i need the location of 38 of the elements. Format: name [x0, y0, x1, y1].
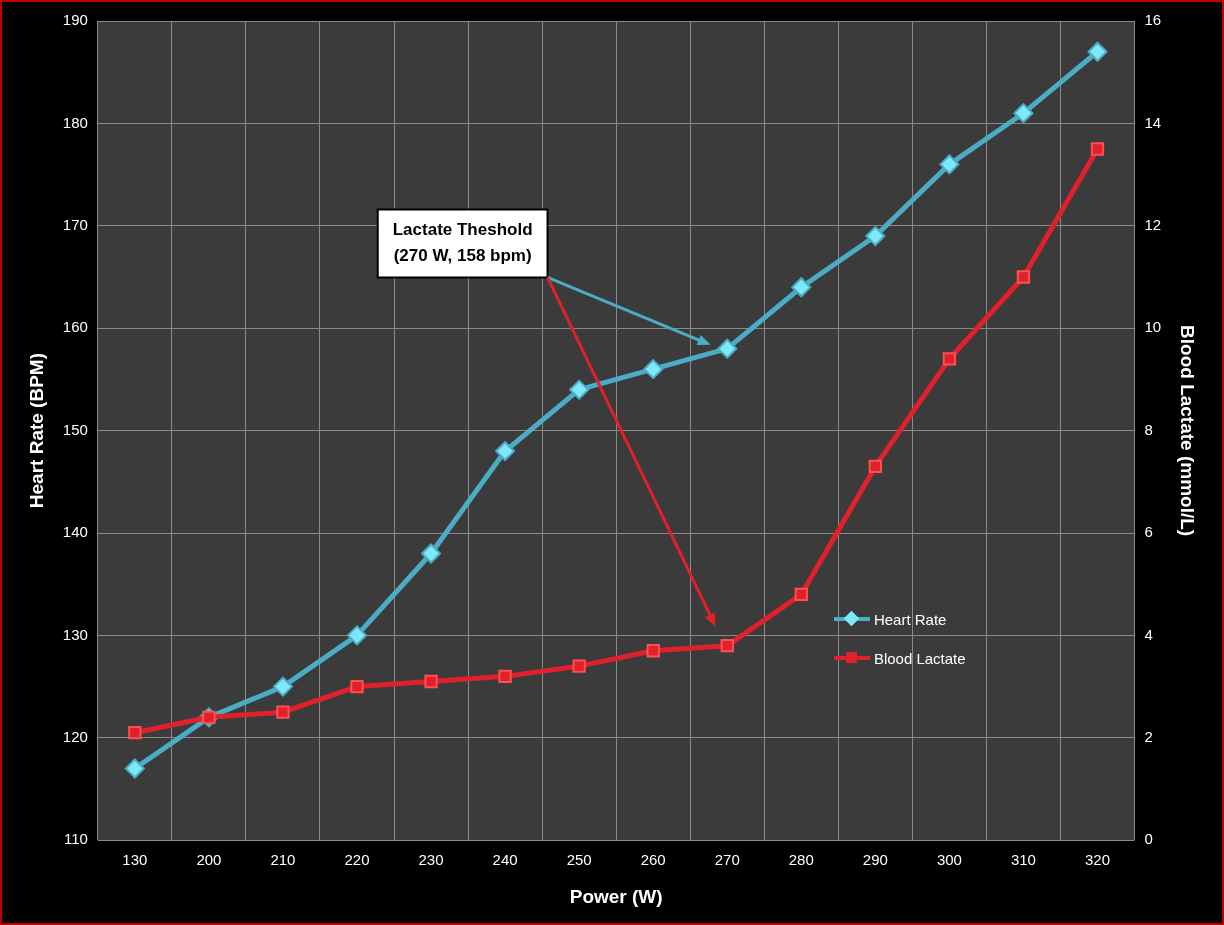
- y2-tick-label: 14: [1144, 113, 1162, 131]
- y-axis-title: Heart Rate (BPM): [25, 353, 47, 509]
- x-tick-label: 250: [566, 851, 592, 869]
- x-axis-title: Power (W): [569, 885, 663, 907]
- x-tick-label: 220: [344, 851, 370, 869]
- y2-tick-label: 8: [1144, 420, 1153, 438]
- x-tick-label: 130: [122, 851, 148, 869]
- x-tick-label: 280: [788, 851, 814, 869]
- x-tick-label: 300: [936, 851, 962, 869]
- y-tick-label: 110: [63, 830, 88, 848]
- y2-axis-title: Blood Lactate (mmol/L): [1177, 325, 1199, 537]
- y-tick-label: 160: [62, 318, 88, 336]
- y-tick-label: 180: [62, 113, 88, 131]
- y2-tick-label: 2: [1144, 727, 1153, 745]
- y-tick-label: 170: [62, 215, 88, 233]
- x-tick-label: 270: [714, 851, 740, 869]
- y-tick-label: 120: [62, 727, 88, 745]
- y2-tick-label: 0: [1144, 830, 1153, 848]
- x-tick-label: 230: [418, 851, 444, 869]
- x-tick-label: 320: [1084, 851, 1111, 869]
- x-tick-label: 240: [492, 851, 518, 869]
- y2-tick-label: 10: [1144, 318, 1162, 336]
- y2-tick-label: 12: [1144, 215, 1162, 233]
- legend-label: Heart Rate: [873, 610, 947, 628]
- y2-tick-label: 16: [1144, 11, 1162, 29]
- annotation: Lactate Theshold (270 W, 158 bpm): [392, 220, 533, 266]
- x-tick-label: 310: [1010, 851, 1036, 869]
- y2-tick-label: 6: [1144, 523, 1153, 541]
- y-tick-label: 130: [62, 625, 88, 643]
- x-tick-label: 200: [196, 851, 222, 869]
- x-tick-label: 290: [862, 851, 888, 869]
- x-tick-label: 210: [270, 851, 296, 869]
- legend-label: Blood Lactate: [873, 649, 966, 667]
- y-tick-label: 140: [62, 523, 88, 541]
- y2-tick-label: 4: [1144, 625, 1153, 643]
- y-tick-label: 190: [62, 11, 88, 29]
- y-tick-label: 150: [62, 420, 88, 438]
- x-tick-label: 260: [640, 851, 666, 869]
